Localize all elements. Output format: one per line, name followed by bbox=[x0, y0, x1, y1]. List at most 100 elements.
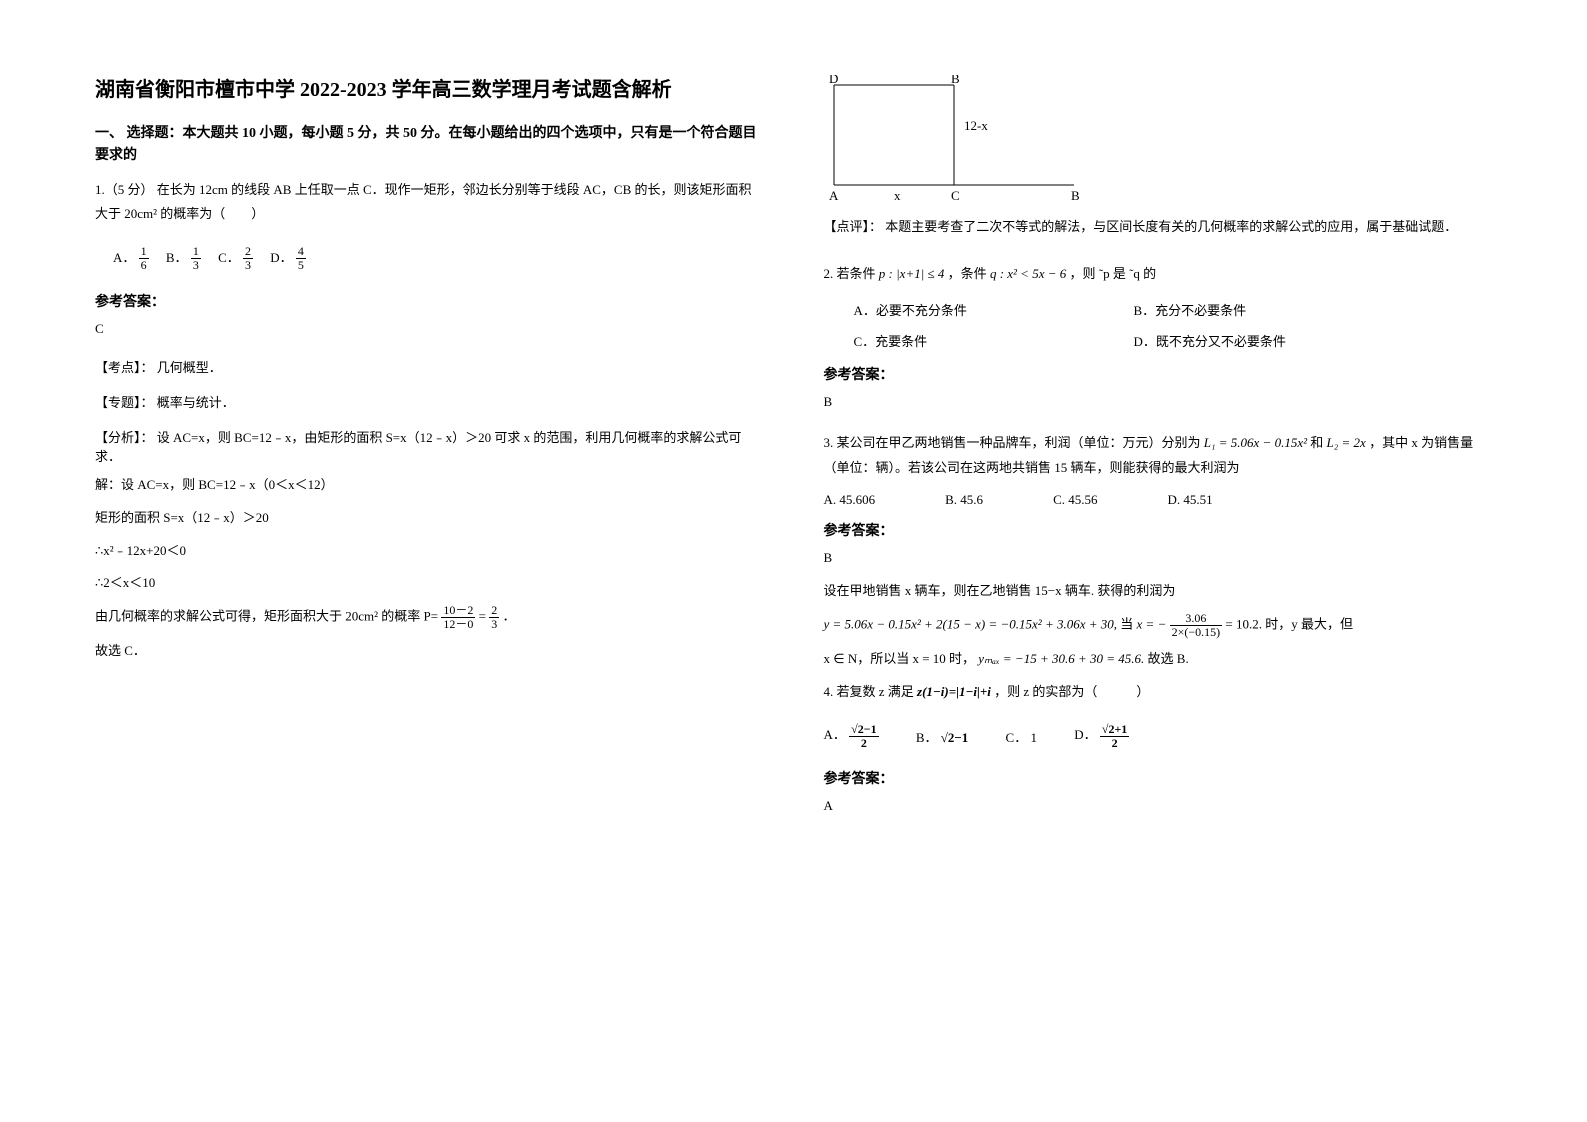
doc-title: 湖南省衡阳市檀市中学 2022-2023 学年高三数学理月考试题含解析 bbox=[95, 75, 764, 105]
q1-sol4: ∴2＜x＜10 bbox=[95, 571, 764, 596]
q1-optD-num: 4 bbox=[296, 245, 306, 259]
q2-row2: C．充要条件 D．既不充分又不必要条件 bbox=[854, 331, 1493, 350]
q3-answer: B bbox=[824, 546, 1493, 571]
q2-answer: B bbox=[824, 390, 1493, 415]
q3-L2: L₂ = 2x bbox=[1327, 435, 1366, 450]
q1-stem: 1.（5 分） 在长为 12cm 的线段 AB 上任取一点 C．现作一矩形，邻边… bbox=[95, 178, 764, 227]
q4-optD-frac: √2+12 bbox=[1100, 723, 1129, 750]
diag-x: x bbox=[894, 188, 901, 203]
q3-sol3-pre: x ∈ N，所以当 x = 10 时， bbox=[824, 651, 976, 666]
q1-fenxi: 【分析】： 设 AC=x，则 BC=12﹣x，由矩形的面积 S=x（12﹣x）＞… bbox=[95, 427, 764, 465]
q3-sol3: x ∈ N，所以当 x = 10 时， yₘₐₓ = −15 + 30.6 + … bbox=[824, 647, 1493, 672]
q3-sol2-frac: 3.062×(−0.15) bbox=[1170, 612, 1223, 639]
q1-optC-frac: 23 bbox=[243, 245, 253, 272]
q4-optA-num: √2−1 bbox=[849, 723, 878, 737]
q3-sol1: 设在甲地销售 x 辆车，则在乙地销售 15−x 辆车. 获得的利润为 bbox=[824, 579, 1493, 604]
q1-optB-den: 3 bbox=[191, 259, 201, 272]
q4-optA-den: 2 bbox=[849, 737, 878, 750]
q1-optA-frac: 16 bbox=[139, 245, 149, 272]
diag-A: A bbox=[829, 188, 839, 203]
diag-B1: B bbox=[951, 75, 960, 86]
q1-optC-den: 3 bbox=[243, 259, 253, 272]
q3-sol2-end: 时，y 最大，但 bbox=[1265, 616, 1353, 631]
q1-optB-frac: 13 bbox=[191, 245, 201, 272]
q3-options: A. 45.606 B. 45.6 C. 45.56 D. 45.51 bbox=[824, 492, 1493, 508]
q3-optB: B. 45.6 bbox=[945, 492, 983, 508]
q3-L1: L₁ = 5.06x − 0.15x² bbox=[1204, 435, 1307, 450]
q1-sol5-den: 12－0 bbox=[441, 618, 475, 631]
q3-answer-label: 参考答案： bbox=[824, 520, 1493, 540]
q1-kaodian: 【考点】： 几何概型． bbox=[95, 357, 764, 376]
q2-optC: C．充要条件 bbox=[854, 331, 1134, 350]
q3-sol2: y = 5.06x − 0.15x² + 2(15 − x) = −0.15x²… bbox=[824, 612, 1493, 639]
right-column: D B 12-x A x C B 【点评】： 本题主要考查了二次不等式的解法，与… bbox=[824, 75, 1493, 1047]
q4-optC-val: 1 bbox=[1030, 730, 1037, 745]
q2-p: p : |x+1| ≤ 4 bbox=[879, 266, 945, 281]
q3-sol2-den: 2×(−0.15) bbox=[1170, 626, 1223, 639]
q1-sol5-mid: = bbox=[479, 609, 486, 624]
q1-sol1: 解：设 AC=x，则 BC=12﹣x（0＜x＜12） bbox=[95, 473, 764, 498]
q1-optC: C． 23 bbox=[218, 250, 256, 265]
q4-optD-den: 2 bbox=[1100, 737, 1129, 750]
q1-optD-frac: 45 bbox=[296, 245, 306, 272]
q3-sol2-pre: y = 5.06x − 0.15x² + 2(15 − x) = −0.15x²… bbox=[824, 616, 1118, 631]
q3-sol3-end: 故选 B. bbox=[1148, 651, 1189, 666]
q1-optA-label: A． bbox=[113, 250, 135, 265]
q4-optB-val: √2−1 bbox=[941, 730, 969, 745]
q4-optB: B． √2−1 bbox=[916, 730, 972, 745]
q1-answer-label: 参考答案： bbox=[95, 291, 764, 311]
q1-sol5-num: 10－2 bbox=[441, 604, 475, 618]
q4-optD-num: √2+1 bbox=[1100, 723, 1129, 737]
q1-optB-num: 1 bbox=[191, 245, 201, 259]
section-header: 一、 选择题：本大题共 10 小题，每小题 5 分，共 50 分。在每小题给出的… bbox=[95, 123, 764, 168]
q2-row1: A．必要不充分条件 B．充分不必要条件 bbox=[854, 300, 1493, 319]
q2-q: q : x² < 5x − 6 bbox=[990, 266, 1066, 281]
diag-B2: B bbox=[1071, 188, 1080, 203]
q2-answer-label: 参考答案： bbox=[824, 364, 1493, 384]
q3-stem: 3. 某公司在甲乙两地销售一种品牌车，利润（单位：万元）分别为 L₁ = 5.0… bbox=[824, 431, 1493, 480]
q2-optB: B．充分不必要条件 bbox=[1134, 300, 1247, 319]
q3-optC: C. 45.56 bbox=[1053, 492, 1097, 508]
q1-sol2: 矩形的面积 S=x（12﹣x）＞20 bbox=[95, 506, 764, 531]
q1-sol5-frac1: 10－212－0 bbox=[441, 604, 475, 631]
diag-12x: 12-x bbox=[964, 118, 988, 133]
q3-sol3-ymax: yₘₐₓ = −15 + 30.6 + 30 = 45.6. bbox=[978, 651, 1144, 666]
q1-optD: D． 45 bbox=[270, 250, 306, 265]
q2-optA: A．必要不充分条件 bbox=[854, 300, 1134, 319]
q1-optC-num: 2 bbox=[243, 245, 253, 259]
q4-optA-label: A． bbox=[824, 727, 846, 742]
q3-stem-pre: 3. 某公司在甲乙两地销售一种品牌车，利润（单位：万元）分别为 bbox=[824, 435, 1201, 450]
diag-C: C bbox=[951, 188, 960, 203]
q4-optD-label: D． bbox=[1074, 727, 1096, 742]
q4-eq: z(1−i)=|1−i|+i bbox=[917, 684, 991, 699]
q3-sol2-xpre: x = − bbox=[1137, 616, 1167, 631]
q4-answer-label: 参考答案： bbox=[824, 768, 1493, 788]
q4-options: A． √2−12 B． √2−1 C． 1 D． √2+12 bbox=[824, 723, 1493, 750]
q1-sol3: ∴x²﹣12x+20＜0 bbox=[95, 539, 764, 564]
q1-answer: C bbox=[95, 317, 764, 342]
left-column: 湖南省衡阳市檀市中学 2022-2023 学年高三数学理月考试题含解析 一、 选… bbox=[95, 75, 764, 1047]
q2-stem-mid: ，条件 bbox=[948, 266, 987, 281]
q4-answer: A bbox=[824, 794, 1493, 819]
diag-D: D bbox=[829, 75, 838, 86]
q4-optA-frac: √2−12 bbox=[849, 723, 878, 750]
q1-sol5-frac2: 23 bbox=[489, 604, 499, 631]
q1-optC-label: C． bbox=[218, 250, 240, 265]
q3-sol2-num: 3.06 bbox=[1170, 612, 1223, 626]
q1-sol5-den2: 3 bbox=[489, 618, 499, 631]
q1-optD-den: 5 bbox=[296, 259, 306, 272]
q4-stem-pre: 4. 若复数 z 满足 bbox=[824, 684, 914, 699]
q4-optC-label: C． bbox=[1006, 730, 1028, 745]
q1-sol6: 故选 C． bbox=[95, 639, 764, 664]
q2-stem-mid2: ，则 ˜p 是 ˜q 的 bbox=[1070, 266, 1157, 281]
rectangle-diagram: D B 12-x A x C B bbox=[824, 75, 1144, 205]
q1-sol5: 由几何概率的求解公式可得，矩形面积大于 20cm² 的概率 P= 10－212－… bbox=[95, 604, 764, 631]
q2-stem-pre: 2. 若条件 bbox=[824, 266, 876, 281]
q4-stem-end: ，则 z 的实部为（ ） bbox=[994, 684, 1149, 699]
q1-optA-num: 1 bbox=[139, 245, 149, 259]
q1-optB-label: B． bbox=[166, 250, 188, 265]
q3-optA: A. 45.606 bbox=[824, 492, 876, 508]
q4-optA: A． √2−12 bbox=[824, 727, 882, 742]
q2-stem: 2. 若条件 p : |x+1| ≤ 4 ，条件 q : x² < 5x − 6… bbox=[824, 262, 1493, 287]
q3-and: 和 bbox=[1310, 435, 1323, 450]
